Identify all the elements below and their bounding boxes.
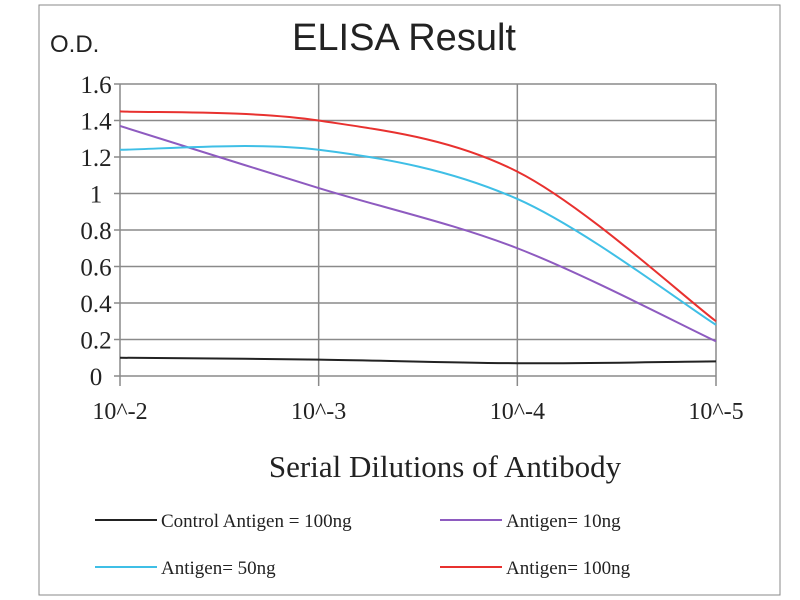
y-tick-label: 0.8: [80, 218, 111, 245]
legend-label: Antigen= 100ng: [506, 558, 631, 579]
legend: Control Antigen = 100ng Antigen= 10ng Anti…: [95, 511, 631, 579]
series-lines: [119, 110, 717, 365]
legend-label: Antigen= 10ng: [506, 511, 621, 532]
x-axis-label: Serial Dilutions of Antibody: [269, 449, 622, 484]
series-line-2: [119, 145, 717, 326]
y-tick-label: 0.2: [80, 328, 111, 355]
y-axis-label: O.D.: [50, 31, 99, 58]
series-line-1: [119, 125, 717, 343]
series-line-0: [119, 356, 717, 365]
y-tick-label: 0: [90, 364, 103, 391]
x-tick-label: 10^-3: [291, 399, 346, 425]
chart-title: ELISA Result: [292, 17, 516, 59]
y-tick-label: 1.2: [80, 145, 111, 172]
x-ticks: 10^-2 10^-3 10^-4 10^-5: [92, 399, 743, 425]
x-tick-label: 10^-4: [490, 399, 545, 425]
y-tick-label: 1: [90, 182, 103, 209]
x-tick-label: 10^-2: [92, 399, 147, 425]
series-line-3: [119, 110, 717, 323]
y-tick-label: 0.4: [80, 291, 112, 318]
legend-label: Control Antigen = 100ng: [161, 511, 352, 532]
y-tick-label: 1.6: [80, 72, 111, 99]
y-tick-label: 0.6: [80, 255, 111, 282]
y-ticks: 0 0.2 0.4 0.6 0.8 1 1.2 1.4 1.6: [80, 72, 112, 391]
x-tick-label: 10^-5: [688, 399, 743, 425]
grid: [114, 83, 717, 386]
chart-frame: [38, 4, 781, 596]
legend-label: Antigen= 50ng: [161, 558, 276, 579]
y-tick-label: 1.4: [80, 109, 112, 136]
